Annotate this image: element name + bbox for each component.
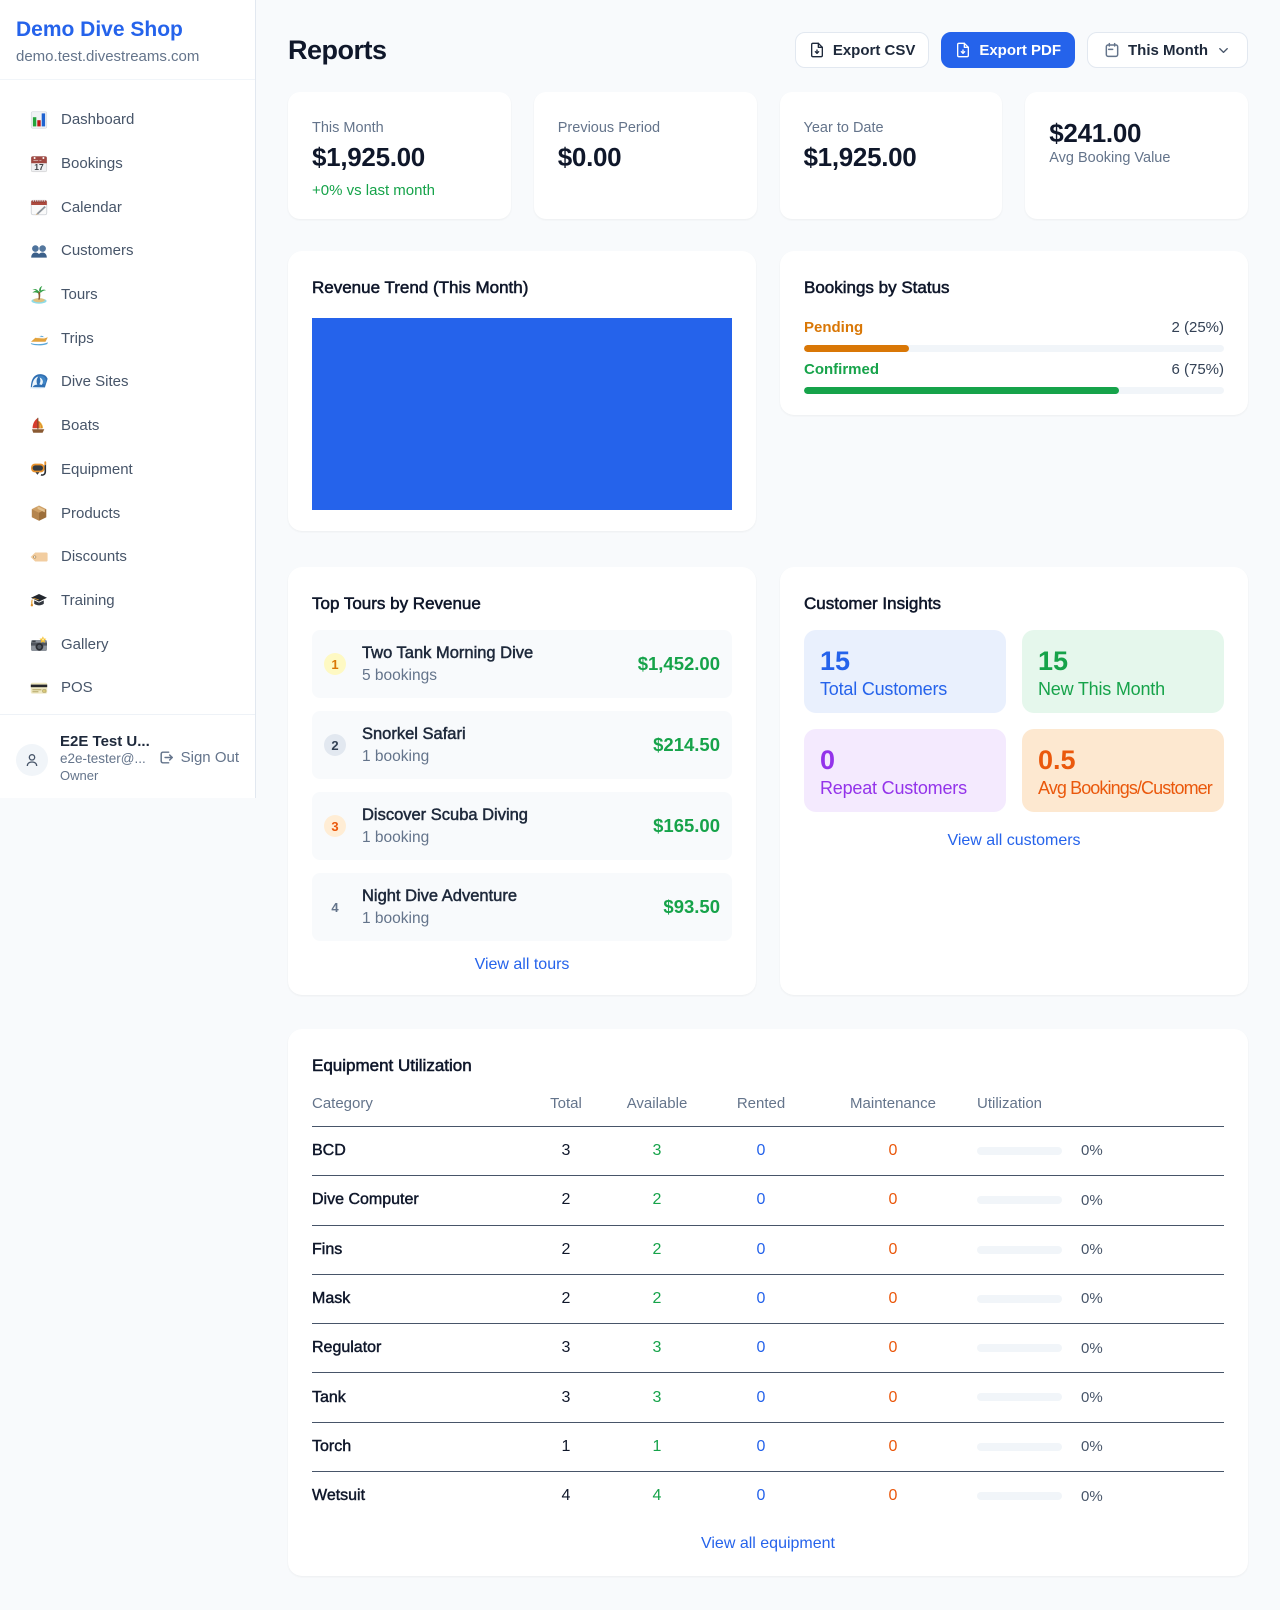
svg-text:17: 17 — [34, 162, 44, 172]
